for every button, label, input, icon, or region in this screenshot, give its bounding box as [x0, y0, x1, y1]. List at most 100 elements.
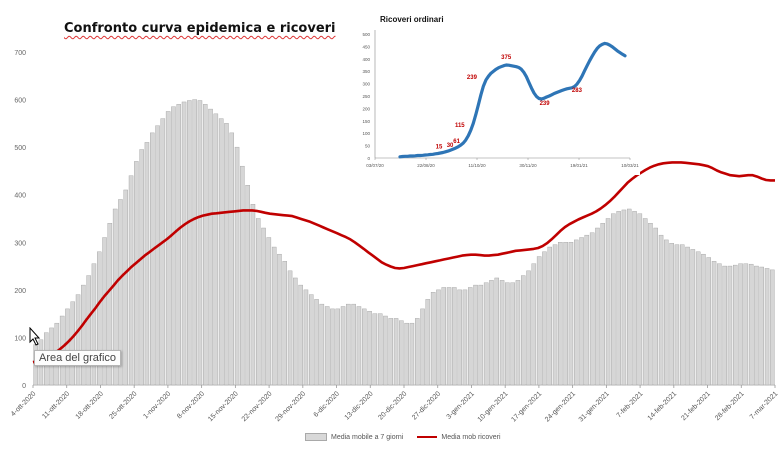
- x-tick-label: 13-dic-2020: [344, 390, 375, 421]
- bar: [526, 270, 531, 386]
- x-tick-label: 22-nov-2020: [241, 390, 274, 423]
- bar: [531, 263, 537, 386]
- inset-value-label: 239: [467, 75, 478, 81]
- bar: [261, 227, 266, 386]
- bar: [600, 223, 606, 386]
- bar: [213, 113, 219, 386]
- bar: [287, 270, 293, 386]
- bar: [165, 111, 171, 386]
- bar: [685, 246, 690, 386]
- bar: [446, 287, 452, 386]
- bar: [70, 301, 75, 386]
- bar: [139, 149, 144, 386]
- legend-label-line: Media mob ricoveri: [441, 433, 501, 441]
- bar: [409, 322, 415, 386]
- bar: [149, 132, 155, 386]
- x-tick-label: 10-gen-2021: [477, 390, 510, 423]
- bar: [748, 263, 754, 386]
- bar: [202, 104, 208, 386]
- bar: [494, 277, 500, 386]
- bar: [250, 204, 256, 386]
- x-tick-label: 29-nov-2020: [274, 390, 307, 423]
- bar: [399, 320, 404, 386]
- bar: [489, 280, 494, 386]
- inset-value-label: 115: [455, 123, 465, 129]
- inset-x-tick-label: 22/08/20: [417, 163, 435, 168]
- bar: [547, 246, 553, 386]
- x-tick-label: 7-feb-2021: [616, 390, 645, 419]
- bar: [595, 227, 600, 386]
- bar: [393, 318, 399, 386]
- bar: [282, 261, 288, 386]
- x-tick-label: 8-nov-2020: [176, 390, 206, 420]
- bar: [764, 268, 770, 386]
- bar: [335, 308, 341, 386]
- bar: [303, 289, 309, 386]
- bar: [515, 280, 521, 386]
- bar: [563, 242, 568, 386]
- legend-item-line[interactable]: Media mob ricoveri: [417, 433, 501, 441]
- x-tick-label: 18-ott-2020: [75, 390, 105, 420]
- bar: [770, 269, 775, 386]
- bar: [155, 125, 160, 386]
- x-tick-label: 4-ott-2020: [10, 390, 38, 418]
- bar: [123, 189, 128, 386]
- bar: [240, 165, 245, 386]
- bar: [256, 218, 261, 386]
- inset-y-tick-label: 300: [362, 82, 370, 87]
- series-line-ricoveri: [32, 161, 775, 364]
- bar: [722, 265, 727, 386]
- bar: [579, 237, 584, 386]
- bar: [65, 308, 70, 386]
- bar: [356, 306, 362, 386]
- bar: [293, 277, 298, 386]
- bar: [112, 208, 118, 386]
- x-tick-label: 31-gen-2021: [578, 390, 611, 423]
- bar: [616, 211, 621, 386]
- bar: [224, 123, 229, 386]
- bar: [711, 261, 717, 386]
- bar: [574, 239, 579, 386]
- bar: [160, 118, 166, 386]
- bar: [362, 308, 367, 386]
- bar: [754, 265, 759, 386]
- bar: [717, 263, 722, 386]
- chart-title: Confronto curva epidemica e ricoveri: [64, 21, 336, 36]
- bar: [134, 161, 139, 386]
- inset-background: [340, 10, 640, 175]
- bar: [743, 263, 749, 386]
- bar: [706, 257, 712, 386]
- bar: [648, 223, 653, 386]
- x-tick-label: 15-nov-2020: [207, 390, 240, 423]
- bar: [192, 99, 197, 386]
- bar: [144, 142, 150, 386]
- bar: [621, 209, 627, 386]
- bar: [536, 256, 542, 386]
- bar: [91, 263, 97, 386]
- bar: [388, 318, 394, 386]
- x-tick-label: 11-ott-2020: [41, 390, 71, 420]
- y-tick-label: 700: [14, 50, 26, 57]
- x-tick-label: 6-dic-2020: [313, 390, 341, 418]
- bar: [377, 313, 383, 386]
- bar: [118, 199, 123, 386]
- inset-y-tick-label: 500: [362, 32, 370, 37]
- bar: [319, 303, 325, 386]
- bar: [468, 287, 473, 386]
- inset-y-tick-label: 350: [362, 69, 370, 74]
- bar: [611, 213, 616, 386]
- bar: [218, 118, 224, 386]
- legend-item-bars[interactable]: Media mobile a 7 giorni: [305, 433, 403, 441]
- bar: [75, 294, 81, 386]
- bar: [552, 244, 558, 386]
- bar: [102, 237, 107, 386]
- bar: [521, 275, 526, 386]
- bar: [542, 251, 547, 386]
- bar: [415, 318, 420, 386]
- bar: [505, 282, 510, 386]
- legend-label-bars: Media mobile a 7 giorni: [331, 433, 404, 441]
- bar: [372, 313, 378, 386]
- legend-swatch-line: [417, 436, 438, 438]
- bar: [430, 292, 436, 386]
- bar: [436, 289, 441, 386]
